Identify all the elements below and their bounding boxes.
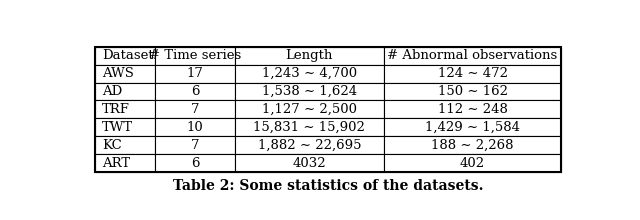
Bar	[156, 154, 235, 172]
Bar	[95, 118, 156, 136]
Text: 1,127 ∼ 2,500: 1,127 ∼ 2,500	[262, 103, 357, 116]
Bar	[156, 65, 235, 82]
Text: 188 ∼ 2,268: 188 ∼ 2,268	[431, 139, 514, 152]
Bar	[235, 47, 384, 65]
Text: # Abnormal observations: # Abnormal observations	[387, 49, 557, 62]
Text: ART: ART	[102, 157, 131, 170]
Text: 6: 6	[191, 157, 200, 170]
Bar	[95, 47, 156, 65]
Bar	[384, 118, 561, 136]
Bar	[95, 136, 156, 154]
Text: 17: 17	[187, 67, 204, 80]
Bar	[95, 82, 156, 101]
Bar	[156, 118, 235, 136]
Bar	[235, 65, 384, 82]
Bar	[235, 136, 384, 154]
Text: 402: 402	[460, 157, 485, 170]
Text: AD: AD	[102, 85, 123, 98]
Text: Length: Length	[285, 49, 333, 62]
Bar	[384, 47, 561, 65]
Text: 1,429 ∼ 1,584: 1,429 ∼ 1,584	[425, 121, 520, 134]
Bar	[384, 154, 561, 172]
Text: 7: 7	[191, 139, 200, 152]
Text: 112 ∼ 248: 112 ∼ 248	[438, 103, 508, 116]
Text: 6: 6	[191, 85, 200, 98]
Bar	[156, 101, 235, 118]
Text: 150 ∼ 162: 150 ∼ 162	[438, 85, 508, 98]
Text: Dataset: Dataset	[102, 49, 154, 62]
Bar	[235, 82, 384, 101]
Bar	[156, 82, 235, 101]
Bar	[95, 154, 156, 172]
Text: 7: 7	[191, 103, 200, 116]
Text: 4032: 4032	[292, 157, 326, 170]
Text: 10: 10	[187, 121, 204, 134]
Bar	[384, 65, 561, 82]
Bar	[384, 82, 561, 101]
Text: 1,882 ∼ 22,695: 1,882 ∼ 22,695	[258, 139, 361, 152]
Bar	[156, 47, 235, 65]
Bar	[384, 136, 561, 154]
Text: 1,243 ∼ 4,700: 1,243 ∼ 4,700	[262, 67, 357, 80]
Bar	[156, 136, 235, 154]
Text: 1,538 ∼ 1,624: 1,538 ∼ 1,624	[262, 85, 357, 98]
Text: Table 2: Some statistics of the datasets.: Table 2: Some statistics of the datasets…	[173, 179, 483, 193]
Text: 15,831 ∼ 15,902: 15,831 ∼ 15,902	[253, 121, 365, 134]
Bar	[95, 47, 561, 172]
Text: KC: KC	[102, 139, 122, 152]
Bar	[95, 65, 156, 82]
Bar	[235, 118, 384, 136]
Bar	[384, 101, 561, 118]
Text: # Time series: # Time series	[149, 49, 241, 62]
Bar	[235, 154, 384, 172]
Text: 124 ∼ 472: 124 ∼ 472	[438, 67, 508, 80]
Text: AWS: AWS	[102, 67, 134, 80]
Text: TWT: TWT	[102, 121, 134, 134]
Bar	[235, 101, 384, 118]
Bar	[95, 101, 156, 118]
Text: TRF: TRF	[102, 103, 130, 116]
